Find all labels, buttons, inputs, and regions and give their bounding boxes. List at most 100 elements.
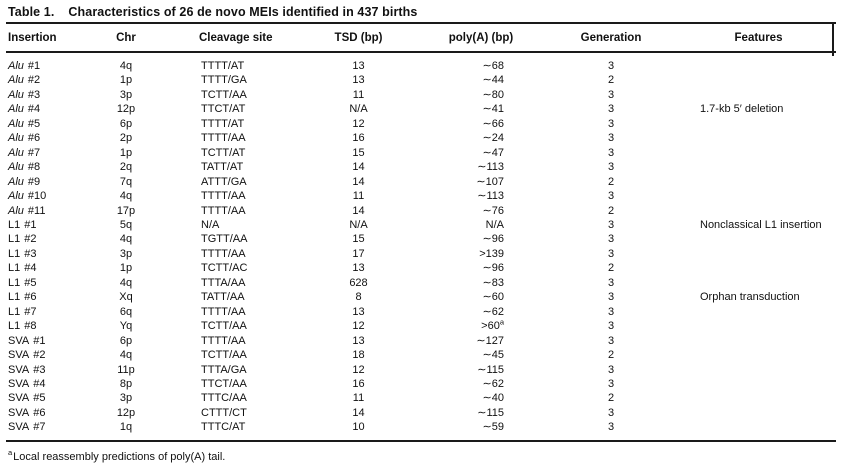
insertion-number: #2 [27, 74, 41, 87]
generation-cell: 3 [607, 320, 615, 333]
table-row: L1 #8 Yq TCTT/AA 12 >60a 3 [6, 318, 836, 333]
polya-cell: ∼44 [421, 73, 541, 87]
tsd-cell: 15 [352, 146, 365, 159]
polya-cell: ∼76 [421, 204, 541, 218]
generation-cell: 3 [607, 161, 615, 174]
column-header-tsd: TSD (bp) [296, 23, 421, 53]
chr-cell: 1p [119, 74, 133, 87]
insertion-number: #1 [33, 334, 46, 347]
generation-cell: 3 [607, 60, 615, 72]
polya-value: ∼62 [482, 305, 504, 318]
insertion-name: L1 [8, 291, 21, 304]
polya-value: ∼115 [477, 406, 504, 419]
table-row: Alu #3 3p TCTT/AA 11 ∼80 3 [6, 88, 836, 102]
features-cell [681, 117, 836, 131]
cleavage-cell: TTTT/GA [201, 74, 247, 87]
polya-cell: ∼41 [421, 102, 541, 116]
generation-cell: 3 [607, 190, 615, 203]
cleavage-cell: TCTT/AA [201, 320, 247, 333]
generation-cell: 2 [607, 204, 615, 217]
cleavage-cell: TATT/AT [201, 161, 244, 174]
polya-value: ∼107 [476, 175, 504, 188]
generation-cell: 3 [607, 421, 615, 434]
footnote-marker: a [8, 448, 13, 458]
insertion-name: L1 [8, 320, 21, 333]
cleavage-cell: TTTT/AA [201, 190, 246, 203]
polya-value: ∼96 [482, 262, 504, 275]
cleavage-cell: TTTC/AA [201, 392, 247, 405]
insertion-number: #8 [24, 320, 37, 333]
table-row: L1 #1 5q N/A N/A N/A 3 Nonclassical L1 in… [6, 218, 836, 232]
chr-cell: 1p [119, 146, 133, 159]
generation-cell: 3 [607, 233, 615, 246]
chr-cell: 5q [119, 218, 133, 231]
polya-cell: ∼113 [421, 189, 541, 203]
insertion-name: SVA [8, 349, 30, 362]
polya-cell: ∼115 [421, 406, 541, 420]
insertion-cell: SVA #5 [6, 391, 91, 405]
insertion-cell: L1 #3 [6, 247, 91, 261]
table-row: Alu #5 6p TTTT/AT 12 ∼66 3 [6, 117, 836, 131]
insertion-number: #7 [27, 146, 41, 159]
polya-value: >60 [481, 320, 500, 333]
tsd-cell: 628 [349, 276, 368, 289]
polya-cell: >60a [421, 318, 541, 333]
cleavage-cell: TTTA/AA [201, 276, 246, 289]
generation-cell: 2 [607, 392, 615, 405]
insertion-cell: SVA #6 [6, 406, 91, 420]
column-header-polya: poly(A) (bp) [421, 23, 541, 53]
insertion-cell: L1 #8 [6, 319, 91, 333]
polya-value: ∼45 [482, 349, 504, 362]
chr-cell: 1p [119, 262, 133, 275]
features-cell [681, 88, 836, 102]
tsd-cell: 14 [352, 204, 365, 217]
features-cell [681, 146, 836, 160]
chr-cell: 2q [119, 161, 133, 174]
features-cell [681, 363, 836, 377]
chr-cell: 12p [116, 406, 136, 419]
table-row: L1 #3 3p TTTT/AA 17 >139 3 [6, 247, 836, 261]
generation-cell: 3 [607, 363, 615, 376]
polya-cell: N/A [421, 218, 541, 232]
features-cell [681, 406, 836, 420]
insertion-cell: L1 #6 [6, 290, 91, 304]
polya-value: ∼62 [482, 377, 504, 390]
insertion-cell: Alu #2 [6, 73, 91, 87]
insertion-name: SVA [8, 392, 30, 405]
insertion-number: #11 [27, 204, 46, 217]
tsd-cell: 17 [352, 247, 365, 260]
generation-cell: 2 [607, 175, 615, 188]
features-cell: Nonclassical L1 insertion [700, 218, 822, 231]
features-cell [681, 247, 836, 261]
insertion-number: #5 [24, 276, 37, 289]
features-cell [681, 305, 836, 319]
cleavage-cell: TTTA/GA [201, 363, 247, 376]
insertion-name: SVA [8, 363, 30, 376]
table-row: Alu #4 12p TTCT/AT N/A ∼41 3 1.7-kb 5′ de… [6, 102, 836, 116]
polya-value: ∼68 [482, 60, 504, 72]
generation-cell: 3 [607, 406, 615, 419]
insertion-number: #3 [27, 88, 41, 101]
chr-cell: Yq [119, 320, 133, 333]
polya-cell: ∼96 [421, 261, 541, 275]
footnote: aLocal reassembly predictions of poly(A)… [8, 448, 842, 463]
polya-value: ∼80 [482, 88, 504, 101]
cleavage-cell: TTTT/AT [201, 60, 245, 72]
tsd-cell: 8 [355, 291, 362, 304]
insertion-cell: Alu #7 [6, 146, 91, 160]
polya-cell: ∼68 [421, 52, 541, 73]
insertion-name: Alu [8, 132, 24, 145]
tsd-cell: 13 [352, 60, 365, 72]
insertion-name: SVA [8, 377, 30, 390]
polya-cell: ∼83 [421, 276, 541, 290]
cleavage-cell: TATT/AA [201, 291, 245, 304]
cleavage-cell: TTCT/AT [201, 103, 246, 116]
tsd-cell: 13 [352, 74, 365, 87]
table-row: L1 #2 4q TGTT/AA 15 ∼96 3 [6, 232, 836, 246]
cleavage-cell: N/A [201, 218, 220, 231]
polya-value: ∼115 [477, 363, 504, 376]
column-header-insertion: Insertion [6, 23, 91, 53]
features-cell: 1.7-kb 5′ deletion [700, 103, 784, 116]
insertion-number: #6 [27, 132, 41, 145]
tsd-cell: 16 [352, 132, 365, 145]
